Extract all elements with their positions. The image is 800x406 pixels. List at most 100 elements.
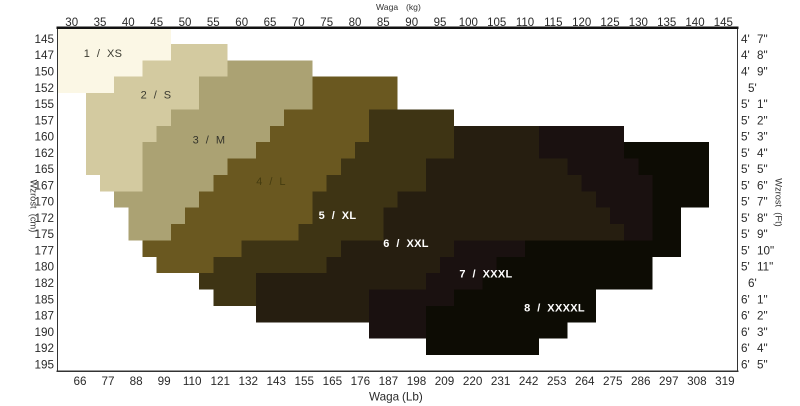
svg-text:143: 143 xyxy=(267,375,287,388)
svg-text:187: 187 xyxy=(34,310,54,323)
svg-text:3": 3" xyxy=(757,326,768,339)
svg-text:7": 7" xyxy=(757,196,768,209)
svg-text:6': 6' xyxy=(748,277,757,290)
svg-text:55: 55 xyxy=(207,17,220,29)
svg-text:5': 5' xyxy=(741,147,750,160)
svg-text:176: 176 xyxy=(351,375,371,388)
svg-text:90: 90 xyxy=(405,17,418,29)
svg-text:5': 5' xyxy=(748,82,757,95)
svg-text:30: 30 xyxy=(65,17,78,29)
svg-text:172: 172 xyxy=(34,212,54,225)
svg-text:264: 264 xyxy=(575,375,595,388)
svg-text:50: 50 xyxy=(179,17,192,29)
svg-text:198: 198 xyxy=(407,375,427,388)
svg-text:6': 6' xyxy=(741,293,750,306)
svg-text:8": 8" xyxy=(757,212,768,225)
svg-text:135: 135 xyxy=(657,17,676,29)
svg-text:35: 35 xyxy=(94,17,107,29)
svg-text:6': 6' xyxy=(741,342,750,355)
svg-text:140: 140 xyxy=(685,17,704,29)
svg-text:6': 6' xyxy=(741,310,750,323)
svg-text:177: 177 xyxy=(34,245,54,258)
svg-text:2": 2" xyxy=(757,114,768,127)
svg-text:100: 100 xyxy=(459,17,478,29)
svg-text:165: 165 xyxy=(34,163,54,176)
svg-text:(kg): (kg) xyxy=(406,2,421,12)
svg-text:70: 70 xyxy=(292,17,305,29)
svg-text:8 / XXXXL: 8 / XXXXL xyxy=(524,303,585,315)
svg-text:180: 180 xyxy=(34,261,54,274)
svg-text:11": 11" xyxy=(757,261,773,274)
svg-text:77: 77 xyxy=(101,375,114,388)
svg-text:4': 4' xyxy=(741,66,750,79)
svg-text:88: 88 xyxy=(130,375,143,388)
svg-text:65: 65 xyxy=(264,17,277,29)
svg-text:185: 185 xyxy=(34,293,54,306)
svg-text:5": 5" xyxy=(757,163,768,176)
svg-text:9": 9" xyxy=(757,228,768,241)
svg-text:165: 165 xyxy=(323,375,343,388)
svg-text:130: 130 xyxy=(629,17,648,29)
svg-text:125: 125 xyxy=(600,17,619,29)
svg-text:60: 60 xyxy=(235,17,248,29)
svg-text:40: 40 xyxy=(122,17,135,29)
svg-text:115: 115 xyxy=(544,17,562,29)
svg-text:5': 5' xyxy=(741,98,750,111)
svg-text:190: 190 xyxy=(34,326,54,339)
svg-text:10": 10" xyxy=(757,245,774,258)
svg-text:110: 110 xyxy=(516,17,534,29)
svg-text:145: 145 xyxy=(714,17,733,29)
svg-text:231: 231 xyxy=(491,375,511,388)
svg-text:6': 6' xyxy=(741,326,750,339)
svg-text:297: 297 xyxy=(659,375,679,388)
svg-text:242: 242 xyxy=(519,375,539,388)
svg-text:105: 105 xyxy=(487,17,506,29)
svg-text:286: 286 xyxy=(631,375,651,388)
svg-text:2 / S: 2 / S xyxy=(141,90,172,102)
svg-text:5': 5' xyxy=(741,131,750,144)
svg-text:5": 5" xyxy=(757,358,768,371)
svg-text:4": 4" xyxy=(757,342,768,355)
svg-text:170: 170 xyxy=(34,196,54,209)
svg-text:275: 275 xyxy=(603,375,623,388)
svg-text:155: 155 xyxy=(34,98,54,111)
svg-text:152: 152 xyxy=(34,82,54,95)
svg-text:75: 75 xyxy=(320,17,333,29)
svg-text:308: 308 xyxy=(687,375,707,388)
svg-text:5': 5' xyxy=(741,212,750,225)
svg-text:5': 5' xyxy=(741,179,750,192)
svg-text:5': 5' xyxy=(741,114,750,127)
svg-text:162: 162 xyxy=(34,147,54,160)
svg-text:5': 5' xyxy=(741,163,750,176)
svg-text:160: 160 xyxy=(34,131,54,144)
svg-text:4': 4' xyxy=(741,33,750,46)
svg-text:6 / XXL: 6 / XXL xyxy=(383,238,429,250)
svg-text:1": 1" xyxy=(757,98,768,111)
svg-text:110: 110 xyxy=(183,375,202,388)
svg-text:150: 150 xyxy=(34,66,54,79)
svg-text:2": 2" xyxy=(757,310,768,323)
svg-text:253: 253 xyxy=(547,375,567,388)
svg-text:7": 7" xyxy=(757,33,768,46)
svg-text:195: 195 xyxy=(34,358,54,371)
svg-text:319: 319 xyxy=(715,375,735,388)
svg-text:187: 187 xyxy=(379,375,399,388)
svg-text:1 / XS: 1 / XS xyxy=(84,48,122,60)
svg-text:182: 182 xyxy=(34,277,54,290)
svg-text:99: 99 xyxy=(158,375,171,388)
svg-text:157: 157 xyxy=(34,114,54,127)
svg-text:4": 4" xyxy=(757,147,768,160)
svg-text:Wzrost (cm): Wzrost (cm) xyxy=(29,180,39,233)
svg-text:5 / XL: 5 / XL xyxy=(319,210,357,222)
svg-text:7 / XXXL: 7 / XXXL xyxy=(459,269,512,281)
svg-text:9": 9" xyxy=(757,66,768,79)
svg-text:175: 175 xyxy=(34,228,54,241)
svg-text:6": 6" xyxy=(757,179,768,192)
svg-text:Waga: Waga xyxy=(376,2,398,12)
svg-text:145: 145 xyxy=(34,33,54,46)
svg-text:155: 155 xyxy=(295,375,315,388)
svg-text:95: 95 xyxy=(434,17,447,29)
svg-text:5': 5' xyxy=(741,245,750,258)
svg-text:80: 80 xyxy=(349,17,362,29)
svg-text:Wzrost (Ft): Wzrost (Ft) xyxy=(774,178,784,227)
